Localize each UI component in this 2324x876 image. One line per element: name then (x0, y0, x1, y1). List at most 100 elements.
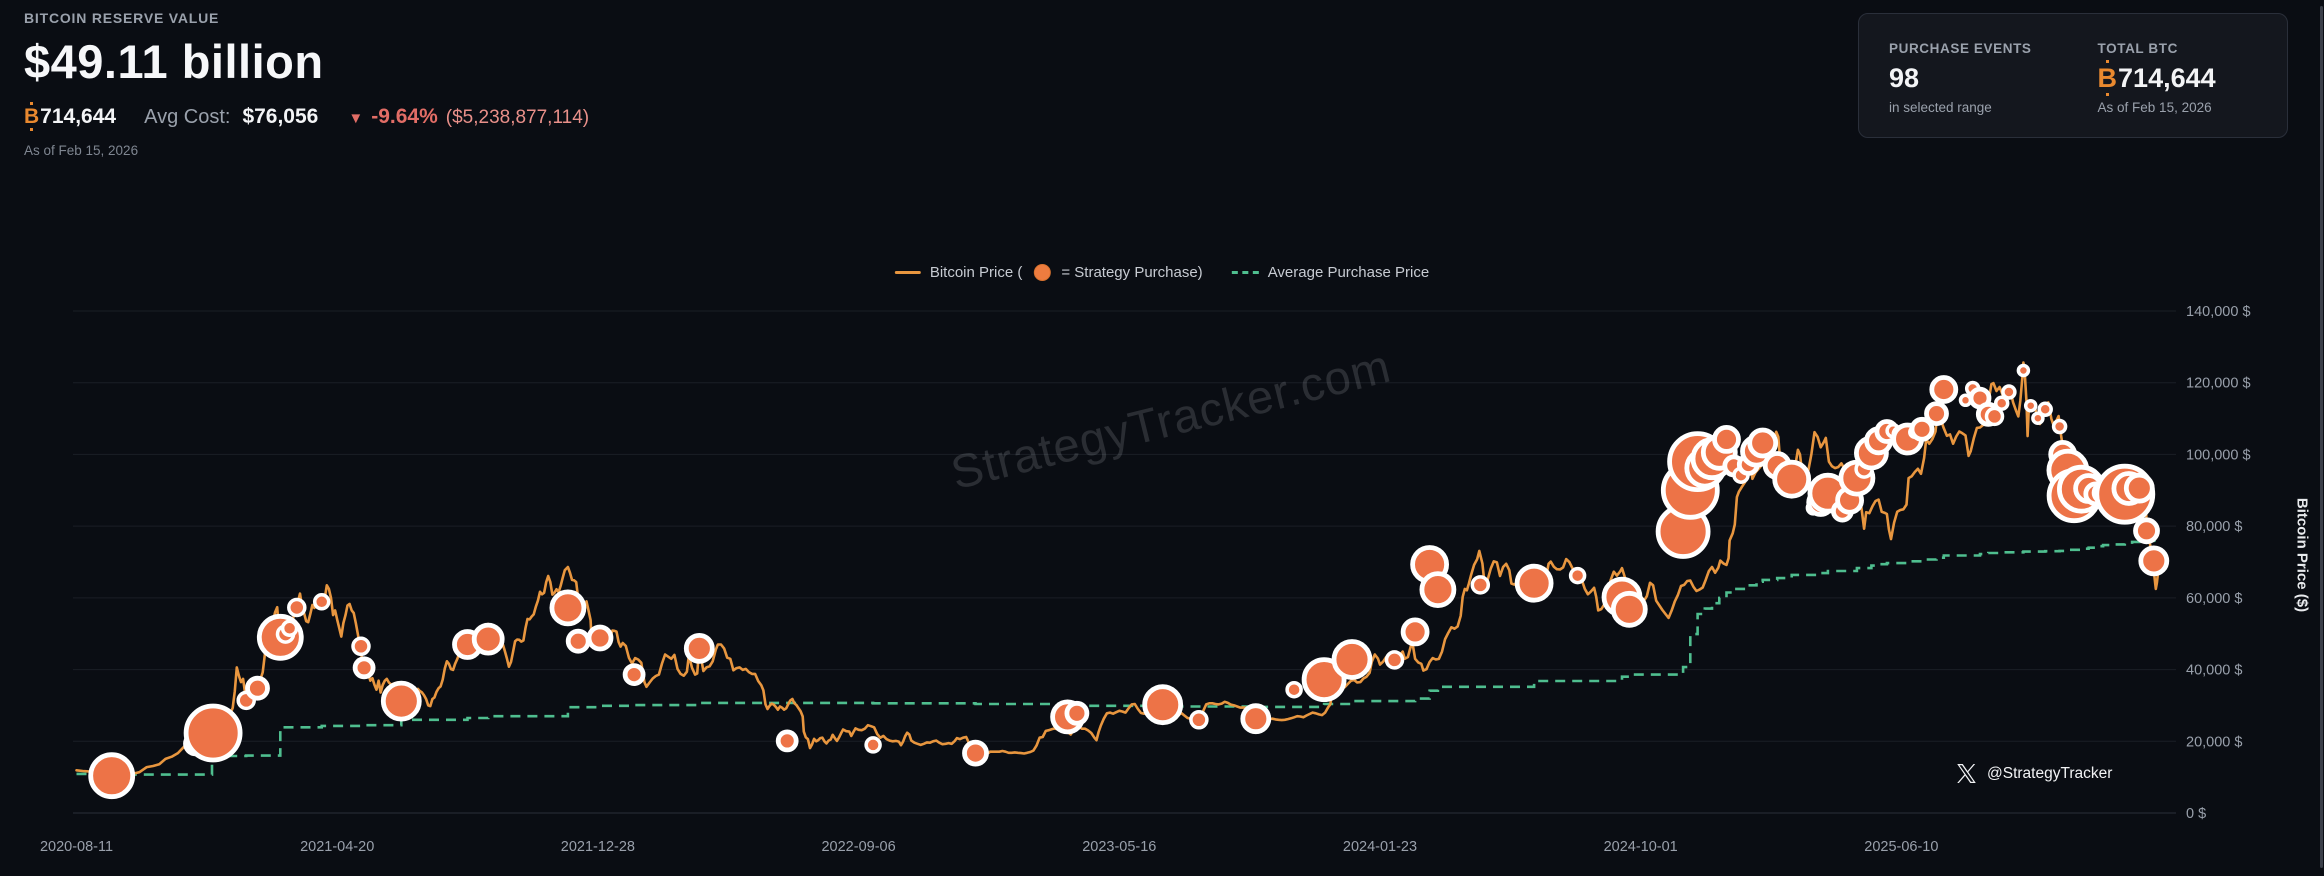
header: BITCOIN RESERVE VALUE $49.11 billion B 71… (24, 10, 589, 158)
purchase-bubble[interactable] (586, 624, 614, 652)
purchase-bubble[interactable] (2023, 398, 2038, 413)
y-tick-label: 140,000 $ (2186, 304, 2251, 320)
total-btc-sub: As of Feb 15, 2026 (2097, 100, 2212, 115)
x-tick-label: 2024-01-23 (1343, 839, 1417, 855)
x-tick-label: 2021-04-20 (300, 839, 374, 855)
purchase-bubble[interactable] (1929, 375, 1959, 404)
purchase-bubble[interactable] (1301, 657, 1347, 702)
purchase-bubble[interactable] (1384, 650, 1405, 670)
x-logo-icon (1957, 764, 1976, 783)
total-btc-amount: 714,644 (2118, 63, 2216, 93)
y-tick-label: 0 $ (2186, 806, 2206, 822)
grid (73, 310, 2176, 814)
purchase-bubble[interactable] (1984, 406, 2005, 427)
purchase-bubble[interactable] (312, 593, 331, 611)
purchase-bubble[interactable] (775, 729, 799, 753)
purchase-bubble[interactable] (2037, 401, 2053, 418)
purchase-bubble[interactable] (2138, 545, 2170, 577)
purchase-bubble[interactable] (2016, 363, 2031, 378)
btc-holdings-value: 714,644 (40, 105, 117, 128)
change-badge: ▼ -9.64% ($5,238,877,114) (348, 105, 589, 129)
x-tick-label: 2023-05-16 (1082, 839, 1156, 855)
btc-holdings: B 714,644 (24, 102, 117, 131)
purchase-bubble[interactable] (245, 675, 270, 701)
purchase-bubble[interactable] (1772, 459, 1812, 499)
y-tick-label: 80,000 $ (2186, 519, 2242, 535)
purchase-bubble[interactable] (471, 622, 505, 656)
reserve-value: $49.11 billion (24, 35, 324, 88)
x-tick-label: 2024-10-01 (1604, 839, 1678, 855)
purchase-bubble[interactable] (622, 663, 646, 686)
avg-price-line (76, 539, 2162, 776)
scrollbar[interactable] (2320, 6, 2323, 868)
bitcoin-icon: B (2097, 60, 2118, 96)
purchase-bubble[interactable] (351, 636, 371, 657)
purchase-events-label: PURCHASE EVENTS (1889, 41, 2032, 56)
purchase-bubble[interactable] (2051, 418, 2068, 435)
purchase-bubble[interactable] (1909, 416, 1935, 442)
purchase-bubble[interactable] (1240, 703, 1272, 735)
y-axis-title: Bitcoin Price ($) (2293, 497, 2311, 613)
purchase-events-sub: in selected range (1889, 100, 1992, 115)
purchase-bubble[interactable] (1419, 571, 1457, 608)
y-axis-labels: 0 $ 20,000 $ 40,000 $ 60,000 $ 80,000 $ 100,0… (2186, 304, 2251, 822)
x-tick-label: 2022-09-06 (821, 839, 895, 855)
x-tick-label: 2020-08-11 (40, 839, 113, 855)
purchase-bubble[interactable] (683, 633, 715, 664)
purchase-bubbles (88, 363, 2170, 800)
purchase-bubble[interactable] (962, 739, 989, 767)
purchase-bubble[interactable] (1331, 639, 1373, 680)
purchase-bubble[interactable] (1400, 617, 1430, 647)
page-title: BITCOIN RESERVE VALUE (24, 10, 220, 26)
purchase-events-value: 98 (1889, 63, 1920, 93)
purchase-bubble[interactable] (1470, 575, 1491, 595)
total-btc-value: B 714,644 (2097, 60, 2216, 96)
purchase-bubble[interactable] (1568, 566, 1587, 585)
purchase-bubble[interactable] (352, 656, 376, 680)
purchase-bubble[interactable] (2133, 517, 2160, 545)
purchase-bubble[interactable] (565, 628, 591, 654)
avg-cost-label: Avg Cost: (144, 106, 231, 128)
purchase-bubble[interactable] (2123, 472, 2155, 504)
twitter-credit[interactable]: @StrategyTracker (1957, 764, 2112, 783)
bitcoin-price-line-swatch (894, 271, 921, 274)
purchase-bubble[interactable] (864, 736, 882, 754)
purchase-bubble[interactable] (1285, 680, 1303, 699)
change-absolute: ($5,238,877,114) (445, 107, 590, 128)
purchase-bubble[interactable] (183, 703, 243, 763)
purchase-bubble[interactable] (1993, 395, 2010, 411)
down-triangle-icon: ▼ (348, 110, 364, 127)
purchase-dot-icon (1033, 264, 1051, 281)
twitter-handle: @StrategyTracker (1987, 764, 2113, 782)
avg-cost-value: $76,056 (242, 105, 319, 128)
total-btc-block: TOTAL BTC B 714,644 As of Feb 15, 2026 (2098, 41, 2216, 137)
y-tick-label: 20,000 $ (2186, 734, 2242, 750)
purchase-bubble[interactable] (1142, 684, 1184, 726)
y-tick-label: 60,000 $ (2186, 591, 2242, 607)
purchase-bubble[interactable] (1610, 590, 1648, 628)
chart-legend[interactable]: Bitcoin Price ( = Strategy Purchase) Ave… (894, 264, 1430, 281)
purchase-bubble[interactable] (1064, 700, 1090, 726)
purchase-events-block: PURCHASE EVENTS 98 in selected range (1889, 41, 2032, 137)
purchase-bubble[interactable] (1189, 710, 1209, 730)
purchase-bubble[interactable] (380, 680, 422, 722)
x-axis-labels: 2020-08-11 2021-04-20 2021-12-28 2022-09-06… (40, 839, 1938, 855)
purchase-bubble[interactable] (1747, 427, 1779, 459)
x-tick-label: 2021-12-28 (561, 839, 635, 855)
legend-avg-price-label: Average Purchase Price (1267, 264, 1430, 281)
purchase-bubble[interactable] (1514, 563, 1554, 603)
change-percent: -9.64% (371, 105, 438, 128)
y-tick-label: 100,000 $ (2186, 447, 2251, 463)
purchase-bubble[interactable] (280, 619, 299, 638)
purchase-bubble[interactable] (2031, 411, 2045, 425)
purchase-bubble[interactable] (549, 589, 587, 627)
purchase-bubble[interactable] (2001, 384, 2017, 400)
purchase-bubble[interactable] (1924, 401, 1949, 427)
purchase-bubble[interactable] (88, 752, 136, 800)
purchase-bubble[interactable] (1712, 424, 1741, 454)
purchase-bubble[interactable] (287, 597, 307, 618)
stats-row: B 714,644 Avg Cost: $76,056 ▼ -9.64% ($5,… (24, 102, 589, 131)
y-tick-label: 120,000 $ (2186, 376, 2251, 392)
